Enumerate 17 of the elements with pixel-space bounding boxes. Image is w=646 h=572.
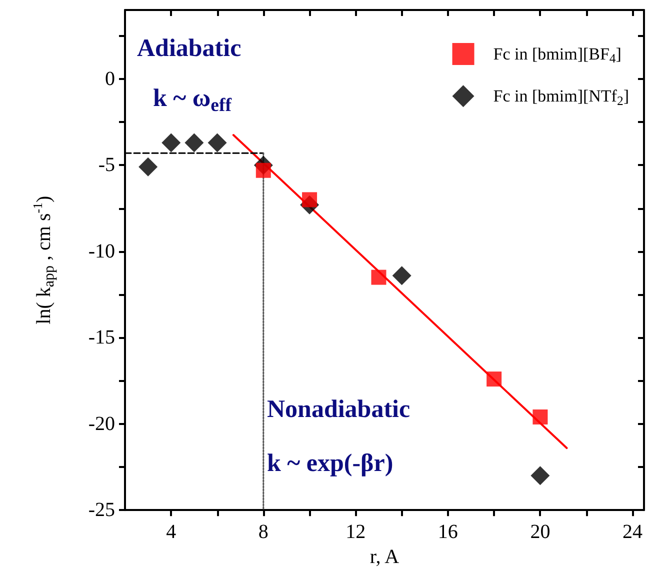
annotation: Adiabatic [137,35,242,62]
x-tick-label: 20 [530,521,550,544]
x-tick-label: 24 [622,521,642,544]
x-tick-label: 16 [438,521,458,544]
y-axis-title: ln( kapp , cm s-1) [30,196,58,324]
x-tick-label: 8 [258,521,268,544]
y-tick-label: 0 [105,68,115,90]
x-axis-title: r, A [370,546,400,568]
x-tick-label: 12 [346,521,366,544]
annotation: Nonadiabatic [267,396,410,423]
annotation: k ~ exp(-βr) [267,450,394,477]
y-tick-label: -15 [88,326,115,349]
x-tick-label: 4 [166,521,176,544]
y-tick-label: -10 [88,240,115,262]
y-tick-label: -20 [88,412,115,435]
y-tick-label: -5 [98,154,115,176]
y-tick-label: -25 [88,499,115,522]
